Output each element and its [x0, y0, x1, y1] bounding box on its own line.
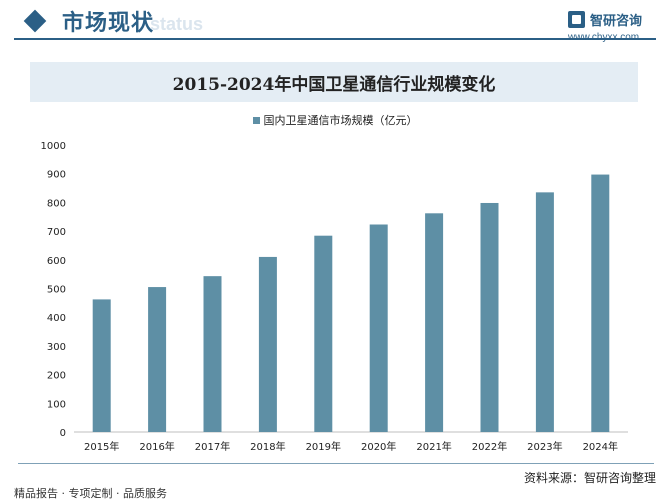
- x-tick-label: 2015年: [84, 440, 119, 453]
- bar: [369, 224, 388, 432]
- x-tick-label: 2021年: [416, 440, 451, 453]
- x-tick-label: 2018年: [250, 440, 285, 453]
- bar: [148, 287, 167, 432]
- x-tick-label: 2019年: [306, 440, 341, 453]
- bar: [425, 213, 444, 432]
- logo-url: www.chyxx.com: [568, 32, 640, 43]
- y-tick-label: 300: [47, 342, 66, 353]
- bar: [480, 202, 499, 432]
- x-tick-label: 2022年: [472, 440, 507, 453]
- section-watermark: status: [150, 14, 204, 34]
- y-tick-label: 700: [47, 227, 66, 238]
- x-tick-label: 2020年: [361, 440, 396, 453]
- tagline: 精品报告 · 专项定制 · 品质服务: [14, 487, 167, 500]
- footer-divider: [18, 463, 654, 464]
- bar: [203, 276, 222, 432]
- chart-title: 2015-2024年中国卫星通信行业规模变化: [172, 74, 496, 95]
- y-tick-label: 100: [47, 399, 66, 410]
- y-tick-label: 600: [47, 256, 66, 267]
- bar: [591, 174, 610, 432]
- y-tick-label: 400: [47, 313, 66, 324]
- section-title: 市场现状: [62, 11, 155, 36]
- logo-text: 智研咨询: [590, 14, 643, 29]
- bar: [258, 256, 277, 432]
- x-tick-label: 2016年: [139, 440, 174, 453]
- y-tick-label: 500: [47, 285, 66, 296]
- legend-label: 国内卫星通信市场规模（亿元）: [263, 114, 418, 127]
- bar: [314, 235, 333, 432]
- logo-icon: [568, 11, 585, 28]
- y-tick-label: 800: [47, 198, 66, 209]
- y-tick-label: 200: [47, 371, 66, 382]
- x-tick-label: 2024年: [583, 440, 618, 453]
- bar: [535, 192, 554, 432]
- bar: [92, 299, 111, 432]
- chart-legend: 国内卫星通信市场规模（亿元）: [0, 112, 670, 128]
- x-tick-label: 2017年: [195, 440, 230, 453]
- y-tick-label: 1000: [41, 141, 66, 152]
- header-divider: [14, 38, 656, 40]
- chart-title-bar: 2015-2024年中国卫星通信行业规模变化: [30, 62, 638, 102]
- y-tick-label: 0: [60, 428, 66, 439]
- legend-swatch: [252, 116, 260, 124]
- x-tick-label: 2023年: [527, 440, 562, 453]
- y-tick-label: 900: [47, 170, 66, 181]
- source-note: 资料来源：智研咨询整理: [523, 471, 656, 485]
